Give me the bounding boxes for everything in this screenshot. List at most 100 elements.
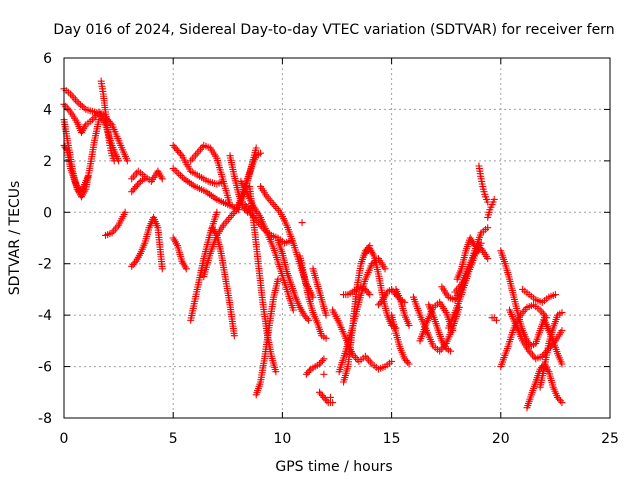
x-tick-label: 10 bbox=[273, 431, 291, 447]
chart-title: Day 016 of 2024, Sidereal Day-to-day VTE… bbox=[53, 22, 614, 38]
data-point bbox=[316, 388, 324, 396]
y-axis-label: SDTVAR / TECUs bbox=[7, 181, 23, 296]
data-point bbox=[226, 201, 234, 209]
data-point bbox=[317, 390, 325, 398]
data-series-arc-46 bbox=[488, 314, 500, 324]
data-point bbox=[322, 311, 330, 319]
data-point bbox=[73, 98, 81, 106]
data-series-arc-5 bbox=[97, 77, 118, 165]
data-point bbox=[303, 315, 311, 323]
data-point bbox=[75, 188, 83, 196]
data-point bbox=[326, 393, 334, 401]
y-tick-label: 0 bbox=[43, 205, 52, 221]
data-series-arc-6 bbox=[101, 208, 129, 239]
data-point bbox=[158, 175, 166, 183]
data-point bbox=[80, 104, 88, 112]
data-series-arc-16 bbox=[209, 224, 238, 340]
data-point bbox=[78, 102, 86, 110]
data-series-arc-50 bbox=[519, 285, 559, 306]
data-point bbox=[272, 368, 280, 376]
data-series-arc-43 bbox=[453, 234, 479, 283]
data-point bbox=[123, 157, 131, 165]
data-point bbox=[376, 299, 384, 307]
data-point bbox=[558, 327, 566, 335]
data-point bbox=[492, 316, 500, 324]
y-tick-label: -6 bbox=[38, 360, 52, 376]
data-point bbox=[84, 172, 92, 180]
data-point bbox=[257, 149, 265, 157]
data-series-arc-45 bbox=[484, 195, 498, 221]
data-point bbox=[405, 321, 413, 329]
x-tick-label: 15 bbox=[383, 431, 401, 447]
data-point bbox=[558, 309, 566, 317]
data-point bbox=[304, 369, 312, 377]
data-series-arc-48 bbox=[497, 301, 551, 371]
data-point bbox=[321, 395, 329, 403]
x-tick-label: 25 bbox=[601, 431, 619, 447]
data-point bbox=[449, 327, 457, 335]
data-point bbox=[75, 99, 83, 107]
data-point bbox=[169, 141, 177, 149]
x-tick-label: 0 bbox=[60, 431, 69, 447]
data-series-arc-31 bbox=[340, 242, 374, 386]
y-tick-label: 2 bbox=[43, 154, 52, 170]
data-series-arc-10 bbox=[169, 234, 190, 273]
data-point bbox=[388, 357, 396, 365]
data-points-layer bbox=[60, 77, 566, 412]
data-point bbox=[484, 224, 492, 232]
data-series-arc-18 bbox=[235, 149, 265, 209]
data-point bbox=[129, 186, 137, 194]
data-point bbox=[128, 188, 136, 196]
data-point bbox=[213, 208, 221, 216]
data-point bbox=[230, 332, 238, 340]
data-point bbox=[77, 101, 85, 109]
data-point bbox=[172, 145, 180, 153]
data-series-arc-53 bbox=[540, 316, 566, 368]
data-point bbox=[318, 392, 326, 400]
data-point bbox=[274, 275, 282, 283]
data-point bbox=[323, 397, 331, 405]
data-series-arc-28 bbox=[316, 388, 337, 407]
data-point bbox=[404, 358, 412, 366]
y-tick-label: 6 bbox=[43, 51, 52, 67]
data-series-isolated bbox=[298, 219, 334, 401]
data-series-arc-39 bbox=[425, 301, 455, 355]
data-series-arc-26 bbox=[309, 265, 330, 319]
data-series-arc-1 bbox=[60, 85, 131, 165]
data-series-arc-23 bbox=[252, 275, 282, 399]
data-point bbox=[305, 367, 313, 375]
data-point bbox=[322, 334, 330, 342]
data-point bbox=[131, 259, 139, 267]
data-point bbox=[377, 297, 385, 305]
data-point bbox=[405, 360, 413, 368]
data-point bbox=[302, 313, 310, 321]
data-point bbox=[318, 357, 326, 365]
data-point bbox=[158, 265, 166, 273]
data-point bbox=[110, 157, 118, 165]
data-point bbox=[121, 208, 129, 216]
data-series-arc-51 bbox=[523, 360, 566, 412]
data-point bbox=[558, 399, 566, 407]
data-series-arc-8 bbox=[128, 167, 166, 185]
data-point bbox=[289, 306, 297, 314]
data-point bbox=[361, 285, 369, 293]
data-point bbox=[551, 291, 559, 299]
data-point bbox=[484, 255, 492, 263]
data-point bbox=[364, 289, 372, 297]
data-point bbox=[171, 143, 179, 151]
data-series-arc-27 bbox=[302, 355, 328, 378]
data-series-arc-7 bbox=[128, 213, 166, 273]
x-tick-label: 20 bbox=[492, 431, 510, 447]
data-point bbox=[556, 397, 564, 405]
data-point bbox=[316, 360, 324, 368]
data-series-arc-32 bbox=[340, 283, 374, 299]
data-point bbox=[363, 287, 371, 295]
x-axis-label: GPS time / hours bbox=[275, 459, 392, 475]
data-series-arc-36 bbox=[392, 285, 413, 329]
data-point bbox=[381, 265, 389, 273]
data-point bbox=[320, 370, 328, 378]
data-point bbox=[182, 265, 190, 273]
data-point bbox=[128, 262, 136, 270]
